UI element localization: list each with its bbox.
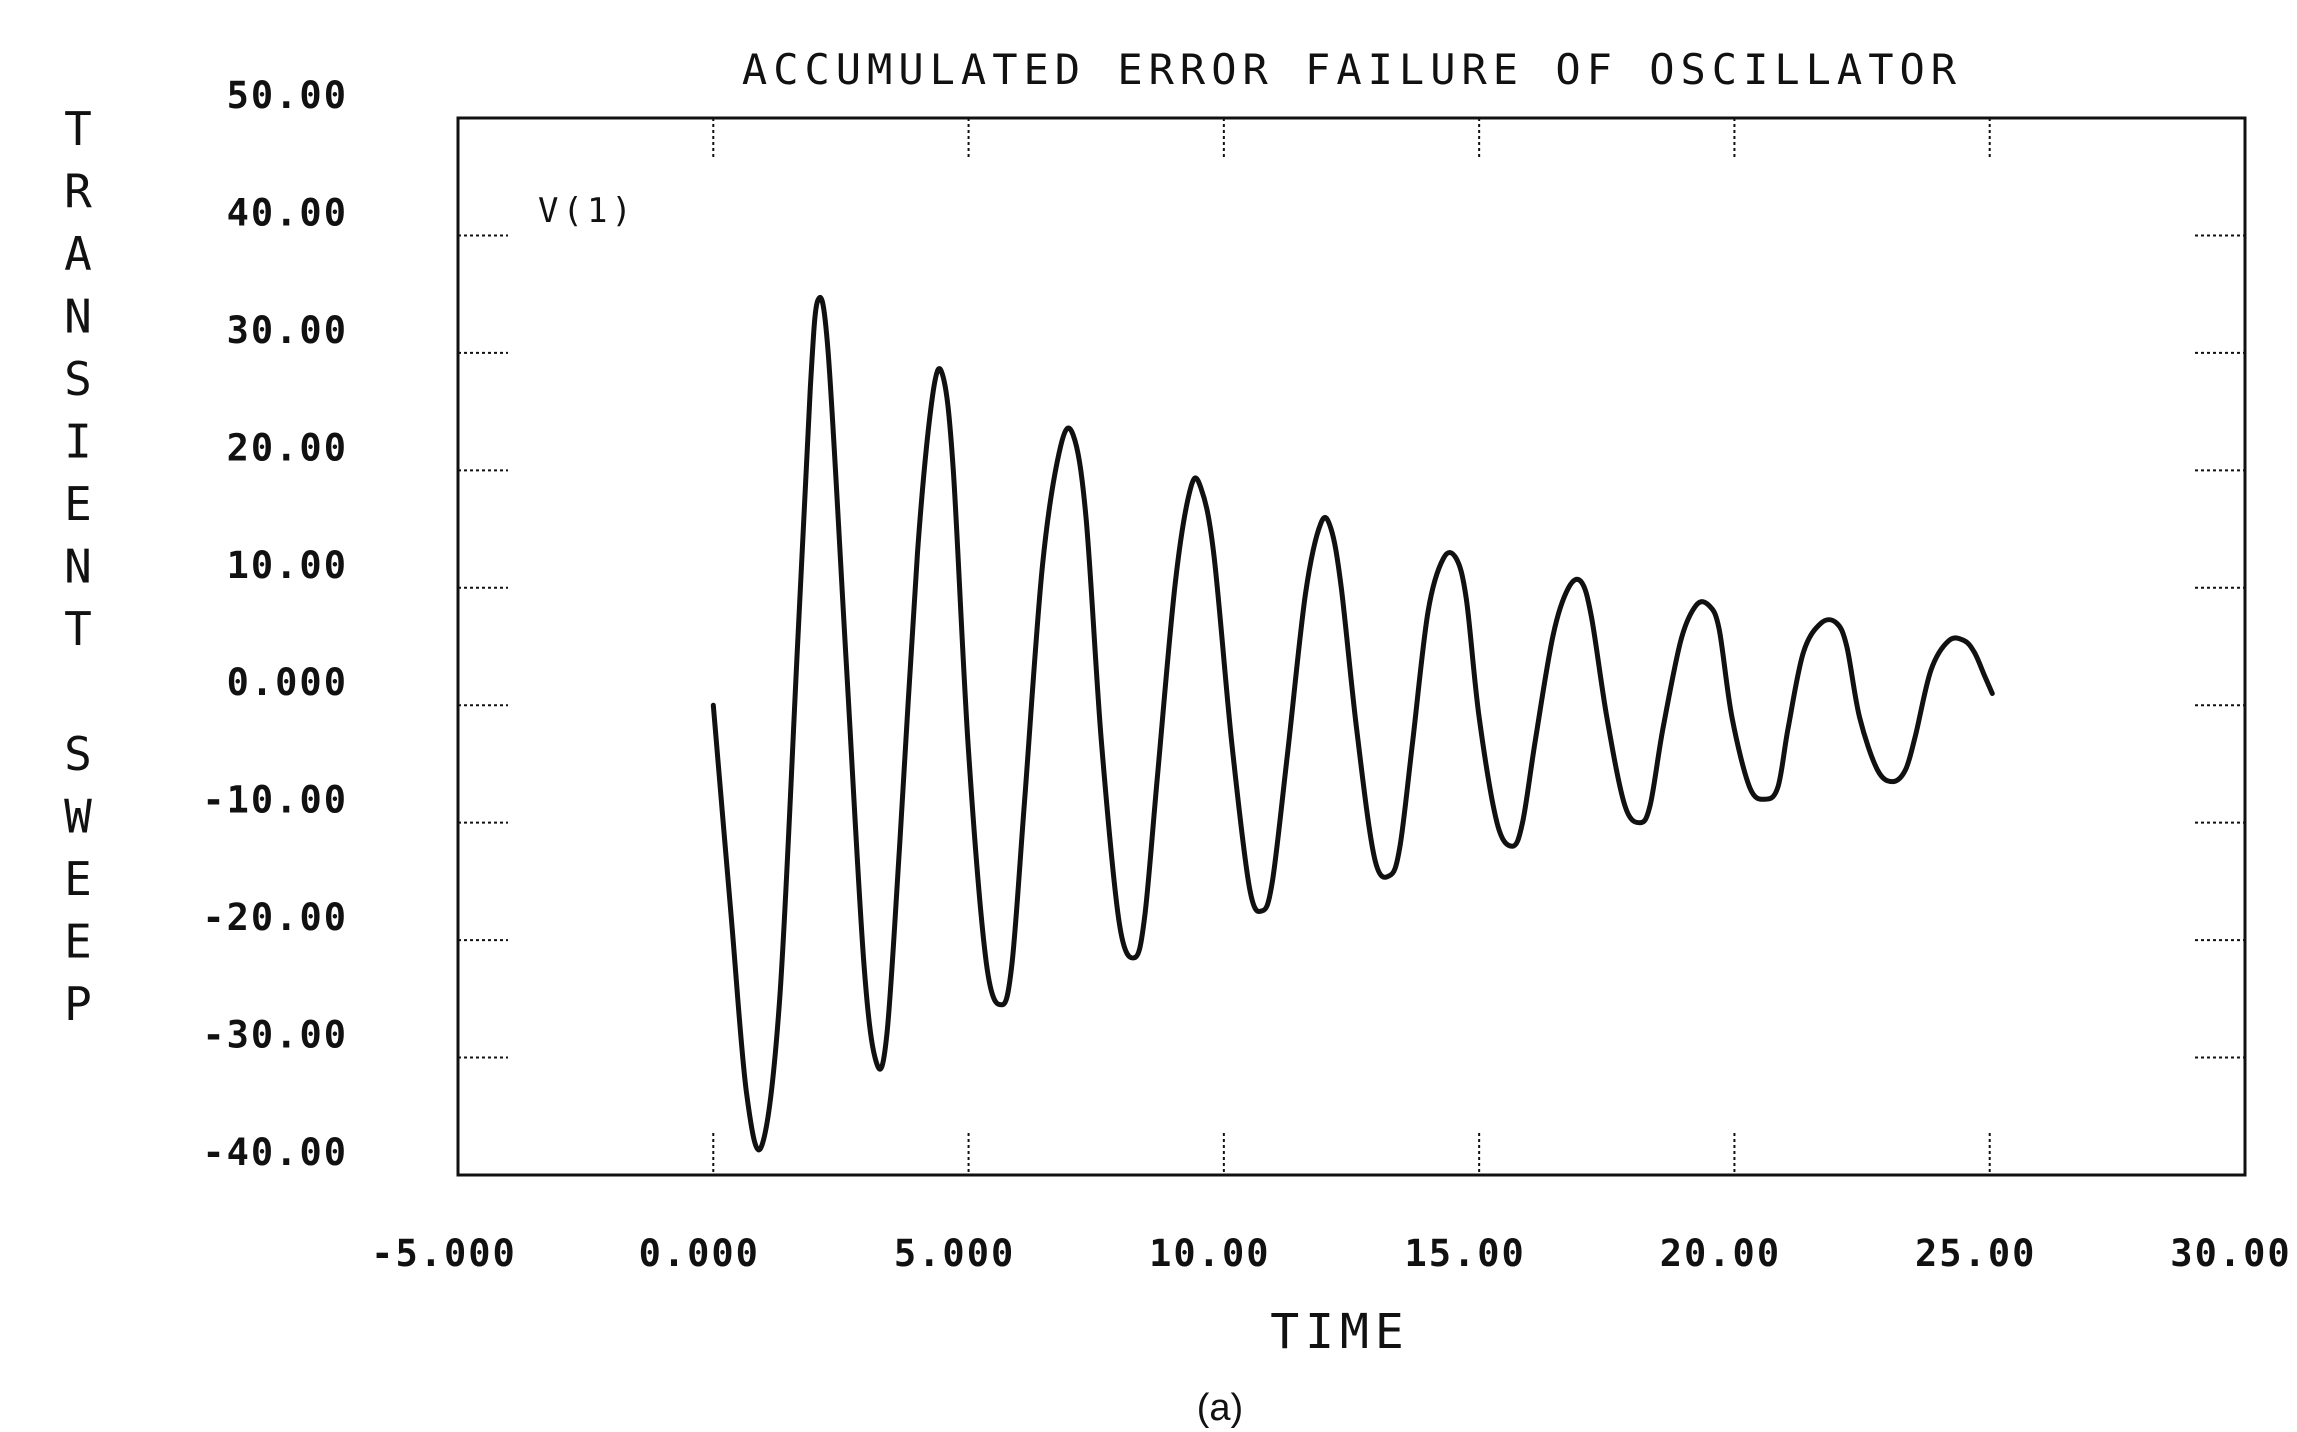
x-axis-label: TIME xyxy=(1270,1304,1410,1360)
x-tick-label: 5.000 xyxy=(894,1232,1015,1275)
x-tick-label: -5.000 xyxy=(371,1232,517,1275)
x-tick-label: 15.00 xyxy=(1404,1232,1525,1275)
plot-frame xyxy=(456,116,2247,1177)
y-tick-label: 40.00 xyxy=(227,191,348,234)
x-tick-label: 30.00 xyxy=(2170,1232,2291,1275)
y-tick-label: 50.00 xyxy=(227,74,348,117)
x-tick-label: 10.00 xyxy=(1149,1232,1270,1275)
x-tick-label: 20.00 xyxy=(1660,1232,1781,1275)
x-tick-label: 0.000 xyxy=(639,1232,760,1275)
y-tick-label: 0.000 xyxy=(227,661,348,704)
y-tick-labels: -40.00 -30.00 -20.00 -10.00 0.000 10.00 20.00 3… xyxy=(202,74,348,1174)
x-tick-labels: -5.000 0.000 5.000 10.00 15.00 20.00 25.00 30.0… xyxy=(371,1232,2291,1275)
chart-title: ACCUMULATED ERROR FAILURE OF OSCILLATOR xyxy=(742,45,1962,94)
y-tick-label: 10.00 xyxy=(227,544,348,587)
series-line-v1 xyxy=(710,294,1995,1153)
x-tick-label: 25.00 xyxy=(1915,1232,2036,1275)
tick-marks xyxy=(458,118,2245,1175)
series-layer xyxy=(710,294,1995,1153)
y-tick-label: -40.00 xyxy=(202,1131,348,1174)
y-tick-label: -30.00 xyxy=(202,1014,348,1057)
y-tick-label: 20.00 xyxy=(227,426,348,469)
figure-caption: (a) xyxy=(1197,1387,1243,1429)
series-label: V(1) xyxy=(538,191,636,231)
y-tick-label: -10.00 xyxy=(202,779,348,822)
y-tick-label: 30.00 xyxy=(227,309,348,352)
y-tick-label: -20.00 xyxy=(202,896,348,939)
